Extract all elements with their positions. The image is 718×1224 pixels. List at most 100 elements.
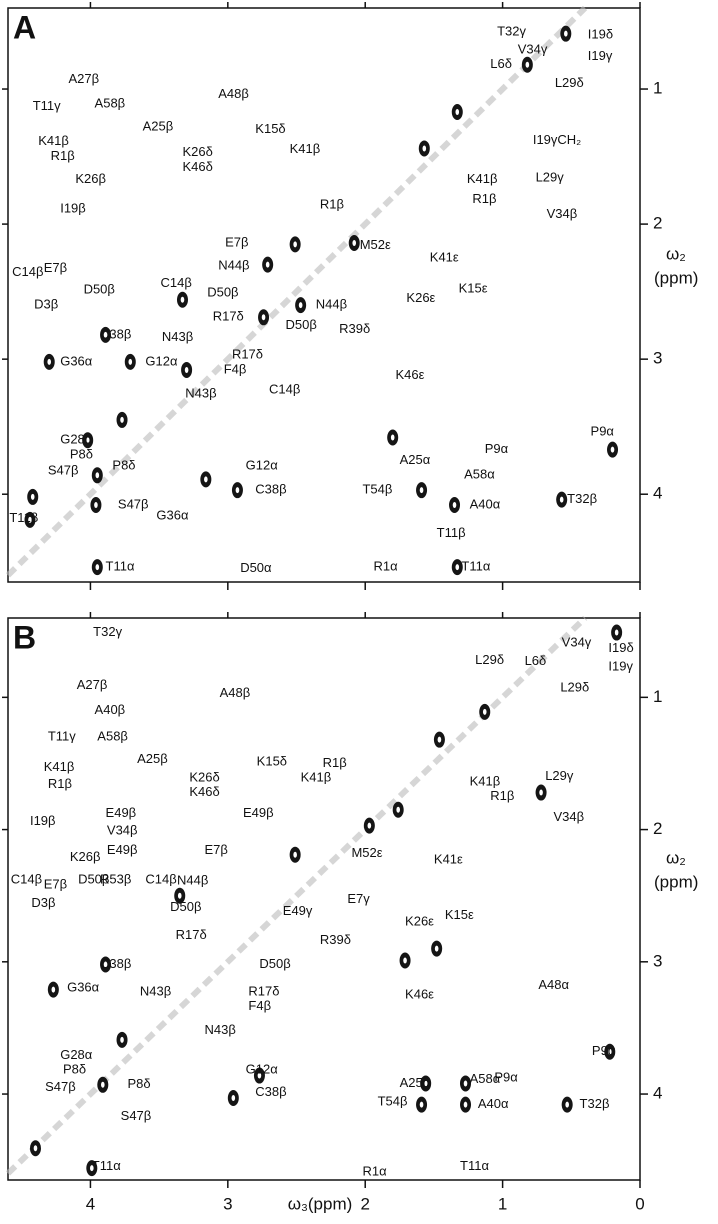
peak-label: R17δ xyxy=(176,927,207,942)
peak-core xyxy=(103,961,108,968)
y-tick-label: 3 xyxy=(653,951,662,970)
peak-label: E7β xyxy=(204,842,227,857)
peak-label: R1β xyxy=(490,788,514,803)
peak-label: R1β xyxy=(472,191,496,206)
y-axis-label: ω₂ xyxy=(666,848,686,867)
peak-label: V34β xyxy=(107,822,138,837)
peak-label: R1β xyxy=(323,755,347,770)
plot-frame xyxy=(7,617,641,1181)
peak-label: A40α xyxy=(470,496,501,511)
peak-label: K41ε xyxy=(434,851,463,866)
peak-label: K41β xyxy=(301,769,332,784)
peak-core xyxy=(204,476,208,483)
peak-label: D50β xyxy=(207,284,238,299)
peak-label: G36α xyxy=(60,353,93,368)
peak-label: T11β xyxy=(437,525,466,540)
peak-core xyxy=(94,502,98,509)
peak-label: F4β xyxy=(248,998,271,1013)
peak-label: A58α xyxy=(464,467,495,482)
peak-label: A27β xyxy=(77,677,108,692)
peak-label: N44β xyxy=(177,873,208,888)
peak-core xyxy=(184,366,189,373)
peak-core xyxy=(607,1048,612,1055)
peak-label: T11β xyxy=(9,510,38,525)
peak-label: C14β xyxy=(145,871,176,886)
peak-label: E49β xyxy=(106,805,137,820)
peak-label: K46ε xyxy=(405,986,434,1001)
peak-core xyxy=(423,1080,428,1087)
peak-label: A40α xyxy=(478,1096,509,1111)
peak-label: T32β xyxy=(580,1096,610,1111)
y-tick-label: 1 xyxy=(653,687,662,706)
peak-core xyxy=(455,564,460,571)
peak-label: C38β xyxy=(100,326,131,341)
peak-core xyxy=(103,331,108,338)
peak-core xyxy=(452,502,457,509)
peak-label: N44β xyxy=(316,297,347,312)
peak-label: L6δ xyxy=(490,56,512,71)
peak-label: C14β xyxy=(12,264,43,279)
x-tick-label: 0 xyxy=(635,1194,644,1213)
peak-label: V34β xyxy=(547,206,578,221)
peak-label: V34β xyxy=(553,809,584,824)
peak-core xyxy=(177,892,182,899)
peak-core xyxy=(482,708,487,715)
peak-core xyxy=(403,957,407,964)
peak-label: T54β xyxy=(378,1093,408,1108)
peak-label: D3β xyxy=(34,297,58,312)
peak-label: I19δ xyxy=(608,640,633,655)
peak-core xyxy=(261,314,266,321)
peak-label: K26β xyxy=(75,171,106,186)
peak-core xyxy=(437,736,442,743)
peak-label: T11α xyxy=(92,1158,121,1173)
peak-label: A48β xyxy=(218,86,249,101)
peak-label: C38β xyxy=(255,482,286,497)
peak-label: P8δ xyxy=(63,1062,86,1077)
peak-label: L29γ xyxy=(545,768,574,783)
peak-label: F4β xyxy=(224,361,247,376)
peak-label: K15δ xyxy=(255,121,285,136)
peak-label: N43β xyxy=(140,984,171,999)
peak-core xyxy=(564,30,568,37)
peak-core xyxy=(85,437,90,444)
peak-label: T11γ xyxy=(33,98,61,113)
peak-label: V34γ xyxy=(518,41,548,56)
peak-label: G12α xyxy=(246,1062,279,1077)
x-tick-label: 1 xyxy=(498,1194,507,1213)
peak-core xyxy=(28,516,32,523)
peak-core xyxy=(419,487,424,494)
peak-core xyxy=(33,1145,38,1152)
peak-label: A25α xyxy=(400,1075,431,1090)
peak-label: R1β xyxy=(51,148,75,163)
peak-label: N43β xyxy=(204,1022,235,1037)
peak-core xyxy=(128,358,133,365)
peak-label: T11γ xyxy=(48,728,76,743)
y-tick-label: 2 xyxy=(653,214,662,233)
peak-label: A25β xyxy=(143,118,174,133)
peak-label: A58β xyxy=(97,728,128,743)
peak-core xyxy=(434,945,439,952)
peak-label: A48α xyxy=(538,977,569,992)
peak-label: I19β xyxy=(60,201,86,216)
peak-label: T32γ xyxy=(497,24,526,39)
peak-label: C14β xyxy=(11,871,42,886)
peak-label: S47β xyxy=(118,496,149,511)
peak-label: P8δ xyxy=(70,446,93,461)
peak-label: E49γ xyxy=(283,903,313,918)
x-tick-label: 2 xyxy=(360,1194,369,1213)
peak-label: I19γ xyxy=(608,658,633,673)
peak-label: A58α xyxy=(470,1071,501,1086)
peak-label: M52ε xyxy=(351,845,382,860)
peak-label: A25α xyxy=(400,452,431,467)
peak-label: G12α xyxy=(145,353,178,368)
peak-label: K41β xyxy=(290,141,321,156)
peak-label: D50α xyxy=(240,560,272,575)
peak-label: C38β xyxy=(255,1084,286,1099)
peak-label: K26ε xyxy=(405,914,434,929)
peak-label: T11α xyxy=(461,559,490,574)
peak-label: P9α xyxy=(592,1043,616,1058)
peak-label: I19γCH₂ xyxy=(533,132,581,147)
peak-label: R1α xyxy=(362,1164,387,1179)
peak-label: P8δ xyxy=(128,1076,151,1091)
